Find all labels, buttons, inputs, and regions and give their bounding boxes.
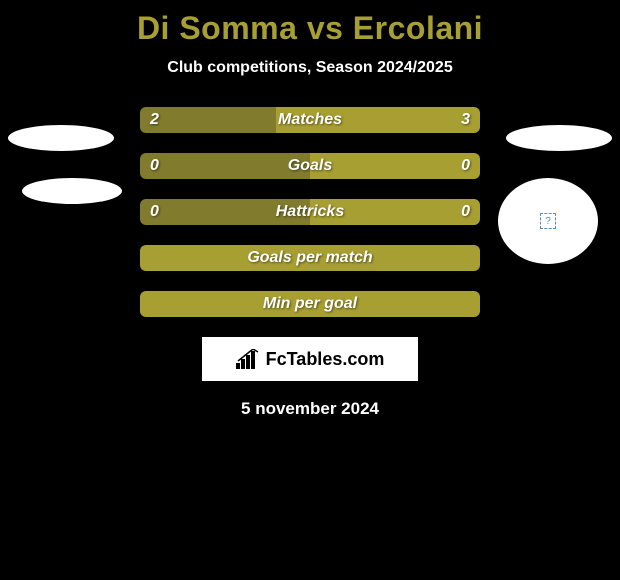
subtitle: Club competitions, Season 2024/2025 <box>0 59 620 77</box>
stat-bar: 00Goals <box>140 153 480 179</box>
stat-label: Min per goal <box>140 291 480 317</box>
stat-bar: 23Matches <box>140 107 480 133</box>
stat-bar: Goals per match <box>140 245 480 271</box>
stat-label: Goals per match <box>140 245 480 271</box>
stat-label: Matches <box>140 107 480 133</box>
stat-label: Goals <box>140 153 480 179</box>
brand-badge: FcTables.com <box>202 337 418 381</box>
stat-label: Hattricks <box>140 199 480 225</box>
stat-bar: 00Hattricks <box>140 199 480 225</box>
stat-bar: Min per goal <box>140 291 480 317</box>
snapshot-date: 5 november 2024 <box>0 399 620 419</box>
comparison-bars: 23Matches 00Goals 00Hattricks Goals per mat… <box>0 107 620 317</box>
brand-bars-icon <box>236 349 262 369</box>
page-title: Di Somma vs Ercolani <box>0 0 620 47</box>
brand-text: FcTables.com <box>266 349 385 370</box>
